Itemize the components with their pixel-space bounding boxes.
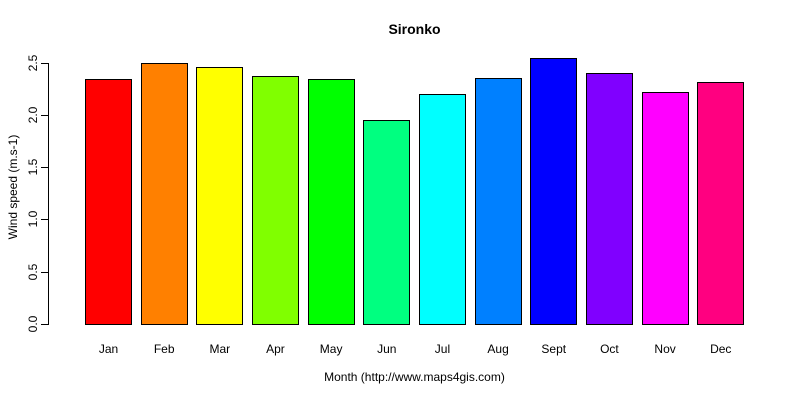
y-tick-mark-1.5 <box>41 167 48 169</box>
y-tick-mark-0.5 <box>41 271 48 273</box>
bar-oct <box>585 72 633 325</box>
y-tick-label-1.5: 1.5 <box>26 158 40 176</box>
bar-jan <box>85 79 132 325</box>
y-tick-mark-0.0 <box>41 324 48 325</box>
bar-feb <box>140 62 188 325</box>
x-tick-label-apr: Apr <box>266 342 285 356</box>
bar-jun <box>363 120 411 325</box>
y-tick-mark-1.0 <box>41 219 48 221</box>
x-tick-label-may: May <box>319 342 343 356</box>
bar-mar <box>196 66 244 325</box>
x-tick-label-oct: Oct <box>600 342 619 356</box>
x-tick-label-nov: Nov <box>654 342 676 356</box>
bar-dec <box>697 82 745 325</box>
y-tick-label-2.0: 2.0 <box>26 106 40 124</box>
x-tick-label-feb: Feb <box>153 342 175 356</box>
y-tick-label-0.0: 0.0 <box>26 315 40 333</box>
x-tick-label-jan: Jan <box>98 342 119 356</box>
y-tick-label-1.0: 1.0 <box>26 211 40 228</box>
x-tick-label-jun: Jun <box>377 342 397 356</box>
x-axis-title: Month (http://www.maps4gis.com) <box>324 370 505 384</box>
bar-sept <box>530 58 578 325</box>
bar-nov <box>641 91 689 325</box>
x-tick-label-sept: Sept <box>541 342 567 356</box>
y-tick-mark-2.5 <box>41 62 48 64</box>
x-tick-label-jul: Jul <box>434 342 451 356</box>
bar-apr <box>251 76 299 325</box>
bar-aug <box>474 78 522 325</box>
y-tick-label-0.5: 0.5 <box>26 263 40 281</box>
bar-may <box>307 79 355 325</box>
x-tick-label-mar: Mar <box>209 342 231 356</box>
y-axis-title: Wind speed (m.s-1) <box>6 134 20 240</box>
bar-jul <box>418 93 466 325</box>
y-tick-mark-2.0 <box>41 114 48 116</box>
chart-title: Sironko <box>388 21 441 37</box>
x-tick-label-dec: Dec <box>710 342 732 356</box>
y-tick-label-2.5: 2.5 <box>26 54 40 71</box>
y-axis-line <box>48 62 49 325</box>
x-tick-label-aug: Aug <box>487 342 509 356</box>
